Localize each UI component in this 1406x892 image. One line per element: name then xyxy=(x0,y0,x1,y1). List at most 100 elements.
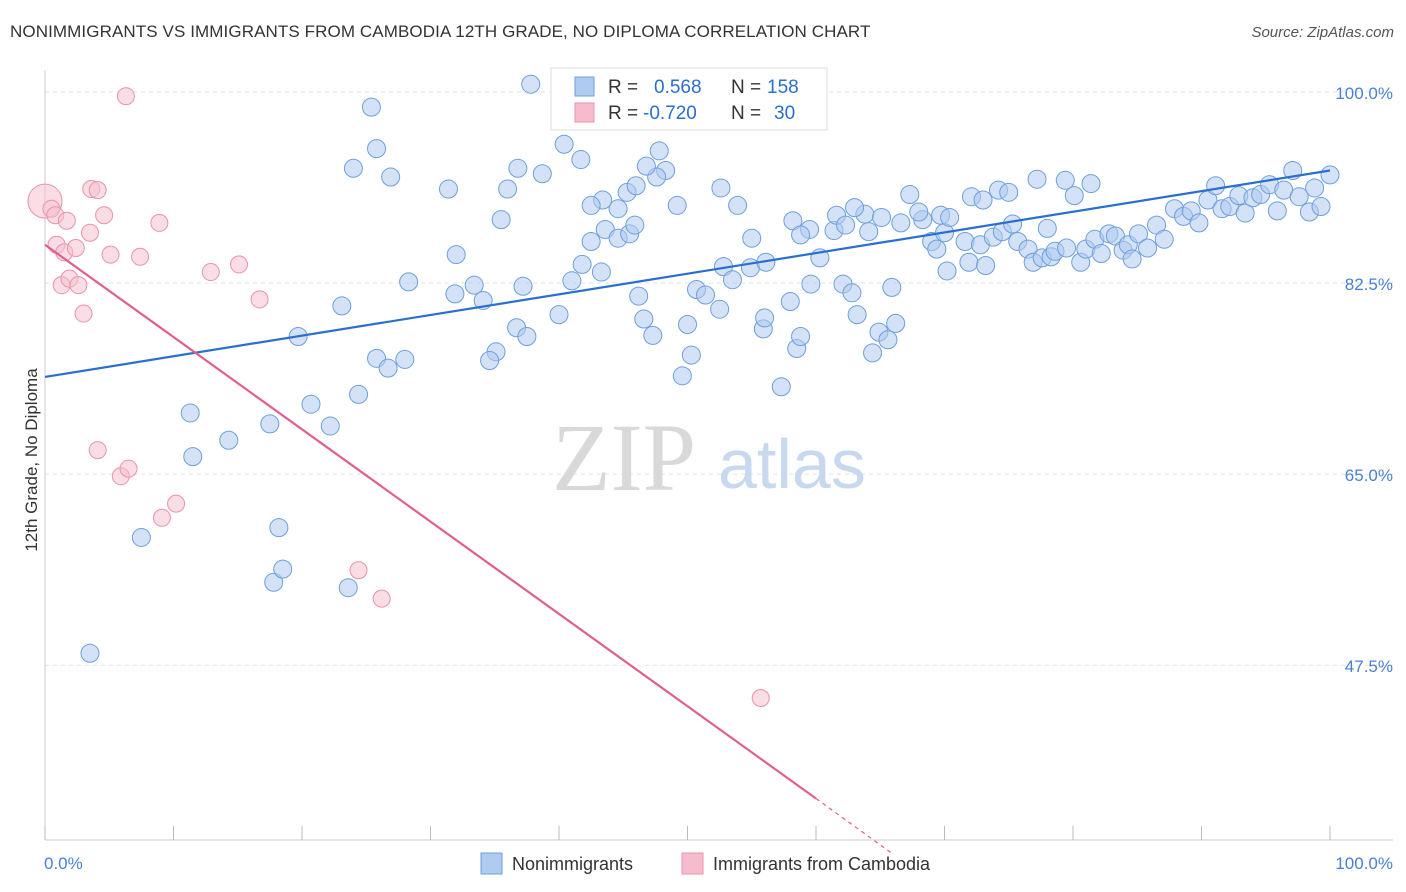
point-nonimmigrant-77 xyxy=(1003,214,1023,234)
point-nonimmigrant-147 xyxy=(626,176,646,196)
bottom-legend-label-cambodia: Immigrants from Cambodia xyxy=(713,854,931,874)
point-nonimmigrant-167 xyxy=(1081,174,1101,194)
point-nonimmigrant-128 xyxy=(361,97,381,117)
y-tick-label-2: 82.5% xyxy=(1345,275,1393,294)
legend-swatch-blue xyxy=(574,76,595,97)
point-nonimmigrant-130 xyxy=(381,167,401,187)
point-nonimmigrant-54 xyxy=(791,326,811,346)
legend-r-value-1: 0.568 xyxy=(654,77,702,98)
point-cambodia-19 xyxy=(131,247,150,266)
point-cambodia-27 xyxy=(349,561,368,580)
point-nonimmigrant-122 xyxy=(554,134,574,154)
point-nonimmigrant-40 xyxy=(672,366,692,386)
point-nonimmigrant-50 xyxy=(755,308,775,328)
point-nonimmigrant-32 xyxy=(581,231,601,251)
point-nonimmigrant-143 xyxy=(667,195,687,215)
x-tick-label-max: 100.0% xyxy=(1335,854,1393,873)
point-nonimmigrant-63 xyxy=(878,330,898,350)
bottom-legend-label-nonimmigrants: Nonimmigrants xyxy=(512,854,633,874)
point-cambodia-8 xyxy=(66,239,85,258)
point-cambodia-24 xyxy=(201,263,220,282)
point-nonimmigrant-12 xyxy=(320,416,340,436)
point-nonimmigrant-136 xyxy=(581,195,601,215)
point-nonimmigrant-120 xyxy=(508,158,528,178)
axes xyxy=(44,70,1393,841)
series-immigrants-cambodia xyxy=(27,87,770,708)
point-nonimmigrant-117 xyxy=(1305,178,1325,198)
point-nonimmigrant-161 xyxy=(973,190,993,210)
source-credit: Source: ZipAtlas.com xyxy=(1251,24,1394,41)
point-cambodia-22 xyxy=(152,508,171,527)
point-cambodia-28 xyxy=(372,589,391,608)
point-nonimmigrant-30 xyxy=(549,305,569,325)
point-nonimmigrant-112 xyxy=(1267,201,1287,221)
point-nonimmigrant-55 xyxy=(801,274,821,294)
point-nonimmigrant-59 xyxy=(842,283,862,303)
point-nonimmigrant-60 xyxy=(847,305,867,325)
bottom-legend-swatch-pink xyxy=(681,852,704,875)
point-nonimmigrant-22 xyxy=(464,275,484,295)
trend-line-cambodia xyxy=(44,243,817,800)
legend-n-label-1: N = xyxy=(731,77,761,98)
point-nonimmigrant-61 xyxy=(863,343,883,363)
bottom-legend-swatch-blue xyxy=(480,852,503,875)
point-nonimmigrant-53 xyxy=(780,292,800,312)
point-nonimmigrant-163 xyxy=(999,182,1019,202)
series-legend: Nonimmigrants Immigrants from Cambodia xyxy=(480,852,931,875)
point-cambodia-18 xyxy=(119,459,138,478)
point-nonimmigrant-16 xyxy=(378,358,398,378)
point-nonimmigrant-102 xyxy=(1189,213,1209,233)
point-nonimmigrant-13 xyxy=(332,296,352,316)
point-nonimmigrant-118 xyxy=(1311,197,1331,217)
point-nonimmigrant-17 xyxy=(395,349,415,369)
legend-swatch-pink xyxy=(574,102,595,123)
legend-r-label-2: R = xyxy=(608,103,638,124)
point-nonimmigrant-166 xyxy=(1064,186,1084,206)
point-nonimmigrant-140 xyxy=(711,178,731,198)
point-nonimmigrant-104 xyxy=(1206,176,1226,196)
y-axis-title: 12th Grade, No Diploma xyxy=(22,368,41,552)
point-nonimmigrant-134 xyxy=(572,254,592,274)
point-nonimmigrant-139 xyxy=(891,213,911,233)
watermark-atlas: atlas xyxy=(718,425,866,503)
point-nonimmigrant-145 xyxy=(636,156,656,176)
point-nonimmigrant-37 xyxy=(629,286,649,306)
point-nonimmigrant-1 xyxy=(131,527,151,547)
point-nonimmigrant-2 xyxy=(183,447,203,467)
point-nonimmigrant-89 xyxy=(1091,243,1111,263)
point-cambodia-11 xyxy=(80,223,99,242)
point-nonimmigrant-115 xyxy=(1289,187,1309,207)
point-cambodia-23 xyxy=(167,494,186,513)
series-nonimmigrants xyxy=(80,74,1340,663)
point-nonimmigrant-96 xyxy=(1138,238,1158,258)
point-nonimmigrant-159 xyxy=(940,207,960,227)
point-nonimmigrant-98 xyxy=(1154,229,1174,249)
point-nonimmigrant-25 xyxy=(498,179,518,199)
point-nonimmigrant-7 xyxy=(273,559,293,579)
point-nonimmigrant-164 xyxy=(1027,169,1047,189)
legend-r-value-2: -0.720 xyxy=(643,103,697,124)
point-nonimmigrant-155 xyxy=(859,222,879,242)
point-nonimmigrant-71 xyxy=(955,231,975,251)
x-tick-label-min: 0.0% xyxy=(44,854,83,873)
point-cambodia-26 xyxy=(250,290,269,309)
point-cambodia-29 xyxy=(751,689,770,708)
point-nonimmigrant-42 xyxy=(681,345,701,365)
point-nonimmigrant-74 xyxy=(976,256,996,276)
y-tick-label-0: 47.5% xyxy=(1345,657,1393,676)
point-cambodia-15 xyxy=(95,206,114,225)
chart-title: NONIMMIGRANTS VS IMMIGRANTS FROM CAMBODI… xyxy=(10,22,871,41)
point-nonimmigrant-19 xyxy=(446,245,466,265)
point-nonimmigrant-45 xyxy=(710,299,730,319)
point-nonimmigrant-11 xyxy=(301,394,321,414)
y-tick-label-3: 100.0% xyxy=(1335,84,1393,103)
point-nonimmigrant-82 xyxy=(1037,218,1057,238)
point-cambodia-9 xyxy=(69,276,88,295)
point-nonimmigrant-6 xyxy=(269,518,289,538)
point-nonimmigrant-119 xyxy=(1320,165,1340,185)
point-cambodia-16 xyxy=(101,245,120,264)
point-nonimmigrant-156 xyxy=(900,185,920,205)
point-nonimmigrant-18 xyxy=(399,272,419,292)
point-nonimmigrant-0 xyxy=(80,643,100,663)
